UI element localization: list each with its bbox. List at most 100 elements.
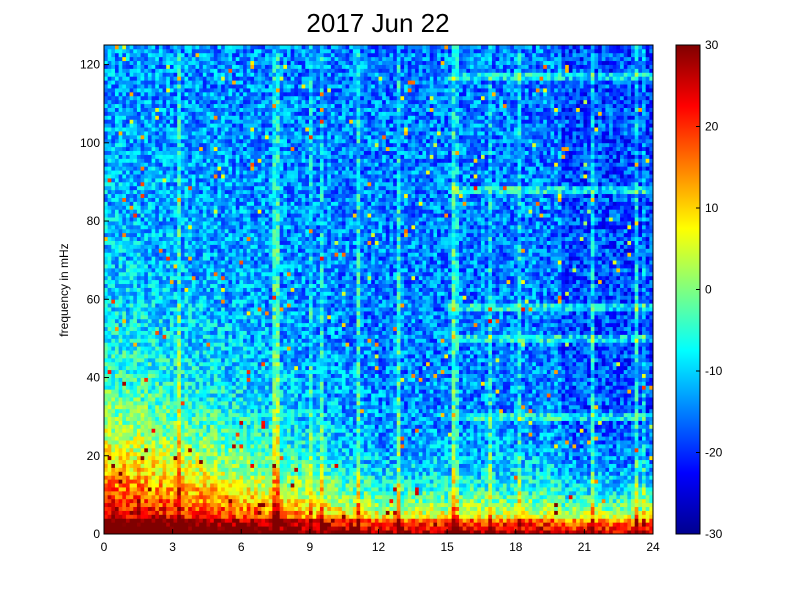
heatmap-cell xyxy=(151,68,156,73)
heatmap-cell xyxy=(180,404,185,410)
heatmap-cell xyxy=(125,404,131,410)
heatmap-cell xyxy=(136,303,141,308)
heatmap-cell xyxy=(104,475,109,480)
heatmap-cell xyxy=(169,318,174,324)
heatmap-cell xyxy=(118,350,123,355)
heatmap-cell xyxy=(147,350,152,355)
heatmap-cell xyxy=(232,131,237,136)
heatmap-cell xyxy=(162,334,167,339)
heatmap-cell xyxy=(235,91,240,97)
heatmap-cell xyxy=(144,119,149,124)
heatmap-cell xyxy=(129,107,134,112)
heatmap-cell xyxy=(111,451,116,457)
heatmap-cell xyxy=(180,217,185,222)
heatmap-cell xyxy=(221,514,226,519)
heatmap-cell xyxy=(184,131,189,136)
heatmap-cell xyxy=(166,334,171,339)
heatmap-cell xyxy=(202,373,207,378)
heatmap-cell xyxy=(232,178,237,183)
heatmap-cell xyxy=(177,479,182,484)
heatmap-cell xyxy=(232,217,237,222)
heatmap-cells xyxy=(104,45,654,535)
heatmap-cell xyxy=(155,232,160,238)
heatmap-cell xyxy=(213,174,218,179)
heatmap-cell xyxy=(151,483,156,488)
heatmap-cell xyxy=(104,193,109,198)
heatmap-cell xyxy=(177,264,182,269)
heatmap-cell xyxy=(217,404,222,410)
heatmap-cell xyxy=(202,326,207,331)
heatmap-cell xyxy=(235,506,240,511)
heatmap-cell xyxy=(144,68,149,73)
heatmap-cell xyxy=(162,103,167,108)
heatmap-cell xyxy=(243,232,248,238)
heatmap-cell xyxy=(180,326,185,331)
heatmap-cell xyxy=(213,95,218,101)
heatmap-cell xyxy=(213,267,218,273)
heatmap-cell xyxy=(224,408,229,414)
heatmap-cell xyxy=(151,514,156,519)
heatmap-cell xyxy=(104,72,109,77)
heatmap-cell xyxy=(125,502,131,508)
heatmap-cell xyxy=(166,404,171,410)
heatmap-cell xyxy=(246,252,251,257)
heatmap-cell xyxy=(104,397,109,402)
heatmap-cell xyxy=(224,138,229,144)
heatmap-cell xyxy=(184,279,189,285)
heatmap-cell xyxy=(114,264,120,269)
heatmap-cell xyxy=(118,322,123,328)
heatmap-cell xyxy=(151,510,156,515)
heatmap-cell xyxy=(210,494,215,500)
heatmap-cell xyxy=(169,197,174,202)
heatmap-cell xyxy=(206,221,211,226)
heatmap-cell xyxy=(140,146,145,152)
heatmap-cell xyxy=(235,389,240,394)
heatmap-cell xyxy=(199,420,204,425)
heatmap-cell xyxy=(232,80,237,85)
heatmap-cell xyxy=(202,311,207,316)
heatmap-cell xyxy=(144,530,149,535)
heatmap-cell xyxy=(118,471,123,476)
heatmap-cell xyxy=(239,299,244,304)
heatmap-cell xyxy=(239,447,244,453)
heatmap-cell xyxy=(129,119,134,124)
heatmap-cell xyxy=(158,303,163,308)
heatmap-cell xyxy=(133,483,138,488)
heatmap-cell xyxy=(158,314,163,320)
heatmap-cell xyxy=(184,338,189,343)
heatmap-cell xyxy=(151,60,156,65)
heatmap-cell xyxy=(243,303,248,308)
heatmap-cell xyxy=(151,240,156,245)
heatmap-cell xyxy=(177,420,182,425)
heatmap-cell xyxy=(169,498,174,504)
heatmap-cell xyxy=(144,295,149,300)
heatmap-cell xyxy=(162,64,167,69)
heatmap-cell xyxy=(136,95,141,101)
heatmap-cell xyxy=(158,80,163,85)
heatmap-cell xyxy=(133,303,138,308)
heatmap-cell xyxy=(133,400,138,406)
heatmap-cell xyxy=(129,80,134,85)
heatmap-cell xyxy=(217,389,222,394)
heatmap-cell xyxy=(202,412,207,418)
heatmap-cell xyxy=(213,84,218,89)
heatmap-cell xyxy=(217,99,222,105)
heatmap-cell xyxy=(140,526,145,531)
heatmap-cell xyxy=(133,138,138,144)
heatmap-cell xyxy=(191,338,196,343)
heatmap-cell xyxy=(133,150,138,155)
heatmap-cell xyxy=(199,52,204,58)
heatmap-cell xyxy=(239,256,244,261)
heatmap-cell xyxy=(166,510,171,515)
heatmap-cell xyxy=(202,84,207,89)
heatmap-cell xyxy=(246,498,251,504)
heatmap-cell xyxy=(155,447,160,453)
heatmap-cell xyxy=(191,52,196,58)
heatmap-cell xyxy=(210,107,215,112)
heatmap-cell xyxy=(129,127,134,132)
heatmap-cell xyxy=(162,463,167,468)
heatmap-cell xyxy=(180,72,185,77)
heatmap-cell xyxy=(195,185,200,191)
heatmap-cell xyxy=(243,416,248,421)
heatmap-cell xyxy=(136,412,141,418)
